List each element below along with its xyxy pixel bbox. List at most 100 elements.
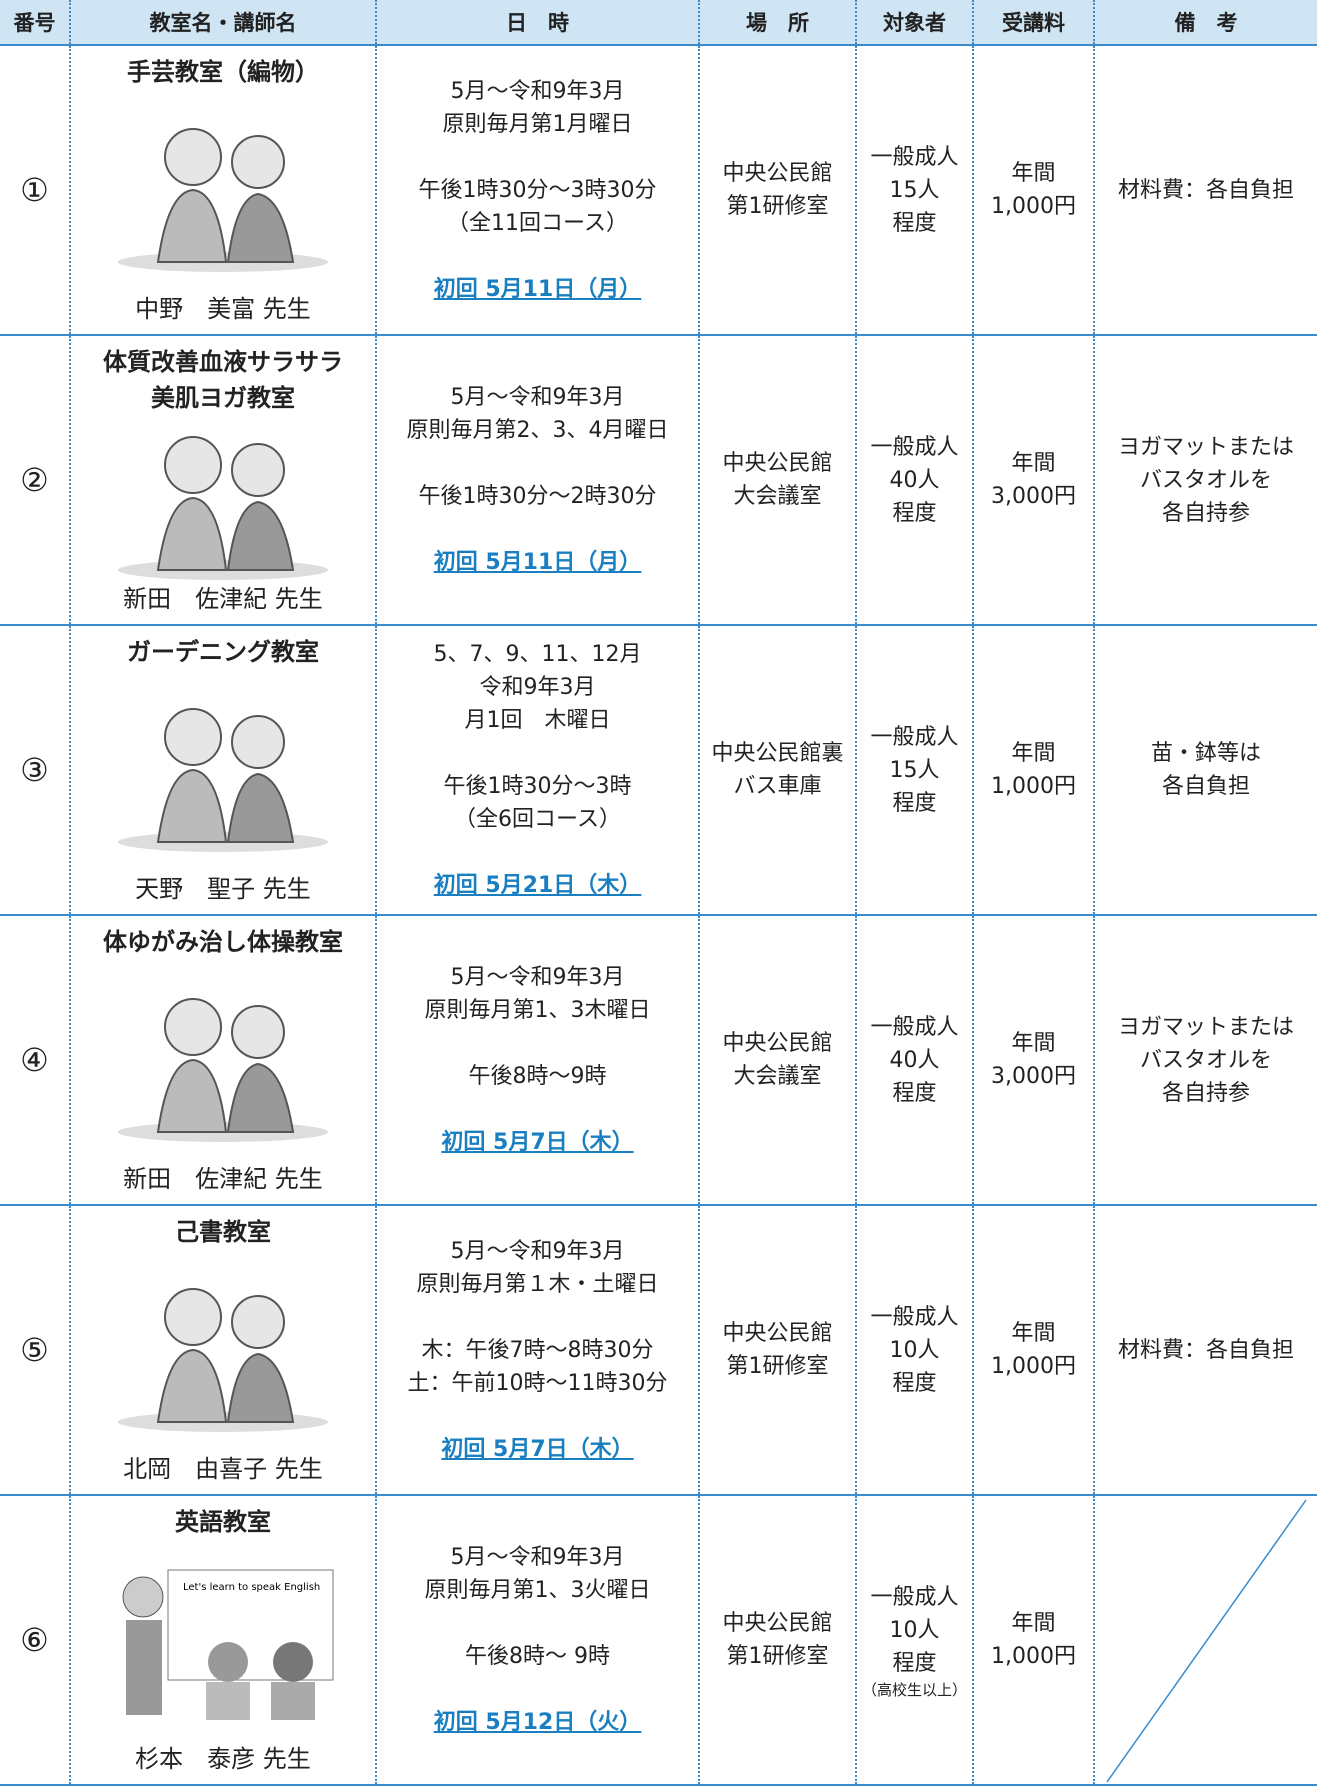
fee-line: 年間 [1011,741,1056,766]
fee-line: 年間 [1011,161,1056,186]
illustration [118,127,328,272]
notes-line: 材料費：各自負担 [1117,177,1294,203]
number-cell: ② [0,335,71,626]
illustration [118,997,328,1142]
spacer [377,836,698,869]
spacer [377,1673,698,1706]
first-session: 初回 5月12日（火） [433,1710,642,1735]
title-line: 美肌ヨガ教室 [151,384,295,412]
schedule-line: （全11回コース） [447,210,628,236]
schedule-cell: 5月～令和9年3月原則毎月第1、3木曜日 午後8時～9時初回 5月7日（木） [376,915,700,1206]
spacer [377,1607,698,1640]
fee-line: 年間 [1011,1031,1056,1056]
schedule-line: 原則毎月第2、3、4月曜日 [406,418,669,443]
target-line: 一般成人 [870,724,959,750]
class-title: 体ゆがみ治し体操教室 [103,924,343,960]
name-cell: 体ゆがみ治し体操教室新田 佐津紀 先生 [70,915,377,1206]
schedule-line: 午後1時30分～3時30分 [418,177,657,203]
target-cell: 一般成人 10人 程度 [856,1205,974,1496]
schedule-cell: 5、7、9、11、12月 令和9年3月 月1回 木曜日 午後1時30分～3時 （全6回コ… [376,625,700,916]
place-line: 中央公民館 [722,1031,833,1056]
class-title: 体質改善血液サラサラ 美肌ヨガ教室 [103,344,343,416]
target-line: 程度 [892,1370,937,1396]
target-line: 40人 [889,1047,940,1073]
place-cell: 中央公民館 大会議室 [699,915,857,1206]
spacer [377,447,698,480]
place-cell: 中央公民館 第1研修室 [699,1495,857,1786]
schedule-line: 令和9年3月 [479,675,596,700]
fee-line: 1,000円 [991,1644,1076,1669]
teacher: 新田 佐津紀 先生 [123,1165,323,1193]
schedule-line: 原則毎月第1月曜日 [442,111,633,137]
target-cell: 一般成人 40人 程度 [856,335,974,626]
target-line: 10人 [889,1337,940,1363]
number-cell: ⑥ [0,1495,71,1786]
name-block: 英語教室 Let's learn to speak English 杉本 泰彦 先生 [71,1500,375,1780]
place-cell: 中央公民館 第1研修室 [699,1205,857,1496]
title-line: 手芸教室（編物） [127,58,319,86]
fee-line: 3,000円 [991,484,1076,509]
target-line: 程度 [892,1650,937,1676]
target-cell: 一般成人 40人 程度 [856,915,974,1206]
fee-line: 3,000円 [991,1064,1076,1089]
place-line: 大会議室 [733,1064,822,1089]
table-body: ① 手芸教室（編物） 中野 美富 先生 5月～令和9年3月 原則毎月第1月曜日 午後1時3… [0,45,1317,1786]
notes-cell: ヨガマットまたは バスタオルを 各自持参 [1094,915,1317,1206]
target-cell: 一般成人 15人 程度 [856,45,974,336]
name-cell: 体質改善血液サラサラ 美肌ヨガ教室 新田 佐津紀 先生 [70,335,377,626]
name-block: 己書教室 北岡 由喜子 先生 [71,1210,375,1490]
name-cell: ガーデニング教室 天野 聖子 先生 [70,625,377,916]
place-cell: 中央公民館 大会議室 [699,335,857,626]
target-cell: 一般成人 15人 程度 [856,625,974,916]
place-line: 中央公民館 [722,451,833,476]
target-line: 一般成人 [870,1014,959,1040]
empty-diagonal [1106,1499,1307,1783]
place-line: 大会議室 [733,484,822,509]
target-line: 程度 [892,210,937,236]
target-line: 一般成人 [870,1584,959,1610]
fee-cell: 年間 3,000円 [973,335,1095,626]
schedule-line: 5月～令和9年3月 [450,965,625,990]
spacer [377,1093,698,1126]
name-cell: 英語教室 Let's learn to speak English 杉本 泰彦 先生 [70,1495,377,1786]
header-cell: 日 時 [376,0,700,46]
schedule-line: 5、7、9、11、12月 [433,642,642,667]
first-session: 初回 5月7日（木） [441,1130,634,1155]
spacer [377,240,698,273]
place-cell: 中央公民館裏 バス車庫 [699,625,857,916]
schedule-line: 5月～令和9年3月 [450,78,625,104]
schedule-line: 午後8時～9時 [468,1064,607,1089]
schedule-line: 土：午前10時～11時30分 [407,1370,668,1396]
target-line: 程度 [892,500,937,526]
schedule-cell: 5月～令和9年3月 原則毎月第1月曜日 午後1時30分～3時30分 （全11回コース）… [376,45,700,336]
schedule-cell: 5月～令和9年3月 原則毎月第2、3、4月曜日 午後1時30分～2時30分 初回 5月… [376,335,700,626]
target-line: 15人 [889,177,940,203]
name-cell: 己書教室 北岡 由喜子 先生 [70,1205,377,1496]
target-line: 程度 [892,790,937,816]
teacher: 天野 聖子 先生 [135,875,311,903]
illustration [118,707,328,852]
schedule-line: 5月～令和9年3月 [450,1238,625,1264]
schedule-line: 原則毎月第1、3火曜日 [424,1578,651,1603]
schedule-line: 午後1時30分～2時30分 [418,484,657,509]
place-line: 中央公民館 [722,1321,833,1346]
place-cell: 中央公民館 第1研修室 [699,45,857,336]
place-line: バス車庫 [733,774,822,799]
notes-line: 各自負担 [1161,774,1250,799]
notes-line: バスタオルを [1139,1047,1272,1073]
first-session: 初回 5月21日（木） [433,873,642,898]
schedule-line: 原則毎月第1、3木曜日 [424,998,651,1023]
title-line: 己書教室 [175,1218,271,1246]
spacer [377,1027,698,1060]
illustration [118,435,328,580]
fee-cell: 年間 1,000円 [973,45,1095,336]
schedule-line: 月1回 木曜日 [464,708,611,733]
spacer [377,1400,698,1433]
header-cell: 受講料 [973,0,1095,46]
schedule-line: 5月～令和9年3月 [450,1545,625,1570]
place-line: 中央公民館 [722,161,833,186]
fee-cell: 年間 3,000円 [973,915,1095,1206]
notes-line: ヨガマットまたは [1117,1014,1294,1040]
